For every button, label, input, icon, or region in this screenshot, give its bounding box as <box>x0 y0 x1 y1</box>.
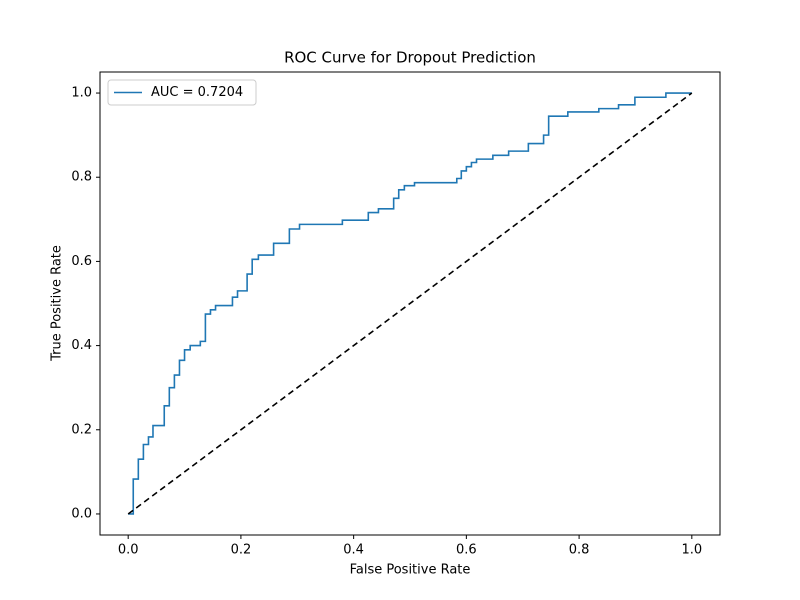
y-tick-label: 0.2 <box>71 422 92 437</box>
legend-box <box>107 79 257 106</box>
y-tick-label: 0.4 <box>71 338 92 353</box>
x-axis-label: False Positive Rate <box>350 563 471 578</box>
x-tick-label: 0.2 <box>231 543 252 558</box>
x-tick-label: 0.4 <box>343 543 364 558</box>
chart-title: ROC Curve for Dropout Prediction <box>284 49 536 67</box>
x-tick-label: 0.8 <box>569 543 590 558</box>
y-tick-label: 0.6 <box>71 254 92 269</box>
x-tick-label: 0.0 <box>118 543 139 558</box>
series-line <box>127 92 693 515</box>
series-line <box>128 92 692 515</box>
y-tick-label: 1.0 <box>71 86 92 101</box>
legend-label: AUC = 0.7204 <box>151 85 243 100</box>
y-tick-label: 0.0 <box>71 506 92 521</box>
y-axis-label: True Positive Rate <box>50 245 65 362</box>
x-tick-label: 0.6 <box>456 543 477 558</box>
y-tick-label: 0.8 <box>71 170 92 185</box>
x-tick-label: 1.0 <box>681 543 702 558</box>
plot-frame <box>99 71 721 536</box>
